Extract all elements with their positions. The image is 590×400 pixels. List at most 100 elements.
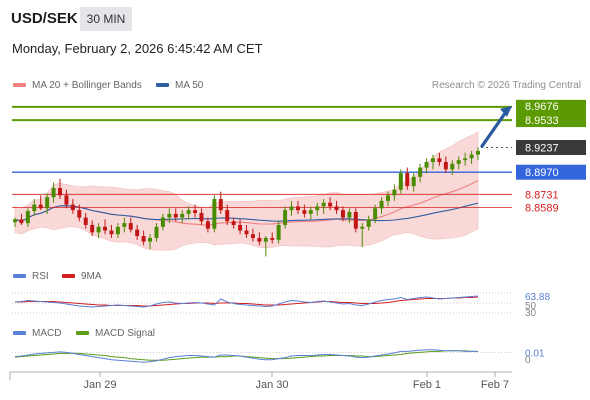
x-tick-label: Jan 30 — [255, 379, 288, 391]
candle-body — [430, 158, 435, 163]
legend-ma20: MA 20 + Bollinger Bands — [13, 80, 142, 91]
macd-value-label: 0.01 — [525, 348, 545, 359]
legend-macd: MACD — [13, 328, 61, 339]
candle-body — [115, 226, 120, 235]
candle-body — [257, 237, 262, 242]
timeframe-button[interactable]: 30 MIN — [80, 7, 132, 31]
ma20-swatch — [13, 83, 26, 88]
candle-body — [360, 226, 365, 229]
x-tick-label: Jan 29 — [83, 379, 116, 391]
candle-body — [392, 189, 397, 196]
legend-ma20-label: MA 20 + Bollinger Bands — [32, 80, 142, 91]
candle-body — [160, 217, 165, 227]
rsi-swatch — [13, 274, 26, 279]
x-tick-label: Feb 1 — [413, 379, 441, 391]
candle-body — [283, 210, 288, 225]
candle-body — [334, 206, 339, 211]
candle-body — [13, 219, 17, 223]
candle-body — [199, 212, 204, 222]
candle-body — [64, 195, 69, 205]
candle-body — [231, 221, 236, 225]
candle-body — [321, 202, 326, 207]
macd-line — [14, 349, 478, 363]
candle-body — [347, 212, 352, 218]
legend-9ma: 9MA — [62, 271, 102, 282]
ma50-swatch — [156, 83, 169, 88]
resistance-tag-2: 8.9533 — [525, 115, 559, 127]
candle-body — [469, 154, 474, 159]
candle-body — [96, 226, 101, 233]
candle-body — [186, 210, 191, 214]
candle-body — [25, 211, 30, 224]
9ma-swatch — [62, 274, 75, 279]
ma50-line — [14, 202, 479, 222]
candle-body — [238, 224, 243, 231]
legend-rsi-label: RSI — [32, 271, 49, 282]
legend-9ma-label: 9MA — [81, 271, 102, 282]
candle-body — [51, 187, 56, 198]
candle-body — [289, 206, 294, 211]
candle-body — [373, 208, 378, 220]
candle-body — [302, 210, 307, 214]
candle-body — [385, 195, 390, 201]
legend-macd-label: MACD — [32, 328, 62, 339]
candle-body — [443, 162, 448, 170]
candle-body — [83, 217, 88, 225]
candle-body — [450, 163, 455, 170]
candle-body — [173, 213, 178, 218]
candle-body — [180, 213, 185, 218]
forecast-arrow-head — [500, 105, 512, 117]
rsi-value-label: 63.88 — [525, 292, 550, 303]
candle-body — [141, 236, 146, 242]
candle-body — [340, 210, 345, 218]
candle-body — [32, 204, 37, 212]
datetime-label: Monday, February 2, 2026 6:45:42 AM CET — [12, 41, 263, 56]
candle-body — [167, 213, 172, 218]
legend-macd-signal: MACD Signal — [76, 328, 155, 339]
macd-level-0: 0 — [525, 355, 531, 366]
resistance-tag-1: 8.9676 — [525, 101, 559, 113]
last-price-tag-bg — [516, 139, 586, 155]
credit-label: Research © 2026 Trading Central — [431, 80, 581, 91]
candle-body — [38, 204, 43, 209]
candle-body — [135, 229, 140, 237]
candle-body — [366, 219, 371, 227]
sub-level-tag: 8.8589 — [525, 202, 559, 214]
legend-ma50: MA 50 — [156, 80, 203, 91]
candle-body — [405, 173, 410, 187]
candle-body — [70, 204, 75, 211]
candle-body — [437, 158, 442, 163]
candle-body — [463, 158, 468, 161]
candle-body — [77, 210, 82, 218]
legend-ma50-label: MA 50 — [175, 80, 204, 91]
forecast-arrow-shaft — [480, 110, 508, 148]
candle-body — [263, 237, 268, 242]
candle-body — [295, 206, 300, 211]
resistance-tag-bg — [516, 99, 586, 128]
candle-body — [353, 212, 358, 229]
candle-body — [411, 176, 416, 187]
rsi-line — [14, 295, 479, 308]
rsi-9ma-line — [15, 296, 479, 307]
x-tick-label: Feb 7 — [481, 379, 509, 391]
candle-body — [250, 234, 255, 238]
candle-body — [212, 199, 217, 229]
support-tag: 8.8970 — [525, 167, 559, 179]
candle-body — [154, 226, 159, 238]
candle-body — [418, 167, 423, 177]
candle-body — [456, 160, 461, 164]
candle-body — [205, 221, 210, 229]
rsi-level-50: 50 — [525, 301, 537, 312]
sub-level-tag: 8.8731 — [525, 189, 559, 201]
candle-body — [45, 197, 50, 209]
candle-body — [103, 226, 108, 231]
candle-body — [270, 237, 275, 240]
candle-body — [225, 210, 230, 222]
candle-body — [109, 230, 114, 235]
rsi-level-30: 30 — [525, 308, 537, 319]
candle-body — [308, 210, 313, 214]
support-tag-bg — [516, 164, 586, 180]
symbol-title: USD/SEK — [11, 10, 78, 27]
candle-body — [19, 219, 24, 224]
